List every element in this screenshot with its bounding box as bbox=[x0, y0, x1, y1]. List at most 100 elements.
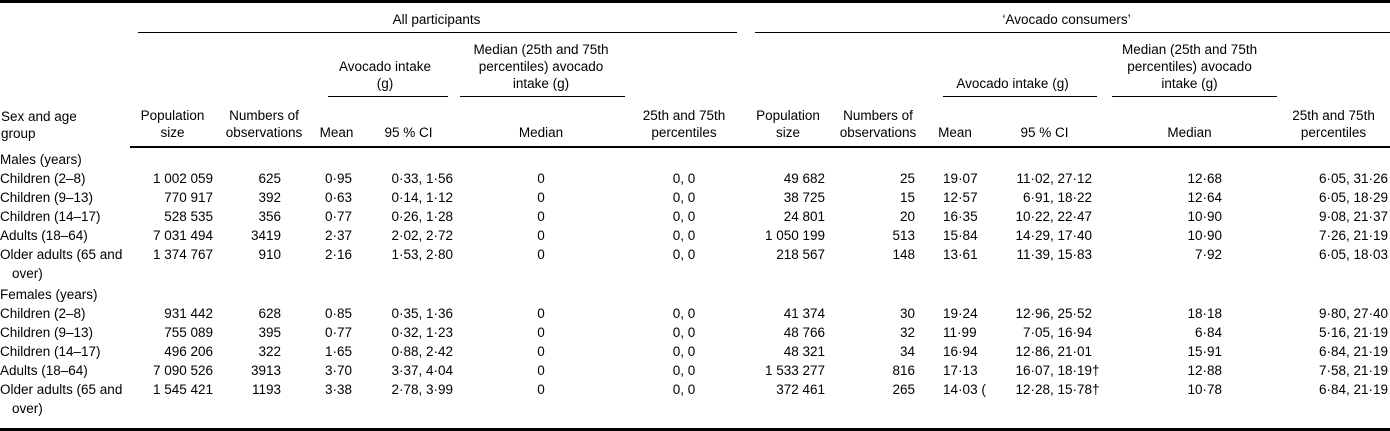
col-header-mean-consumers: Mean bbox=[923, 97, 988, 148]
cell-observations-consumers: 32 bbox=[900, 325, 916, 340]
row-label: Children (2–8) bbox=[0, 171, 86, 186]
cell-ci-consumers: 14·29, 17·40 bbox=[1015, 228, 1093, 243]
cell-population-size-consumers: 372 461 bbox=[776, 382, 826, 397]
cell-observations-consumers: 816 bbox=[892, 363, 916, 378]
cell-observations-consumers: 265 bbox=[892, 382, 916, 397]
cell-median-consumers: 12·64 bbox=[1187, 190, 1223, 205]
row-label: Older adults (65 and over) bbox=[0, 382, 123, 416]
cell-population-size-consumers: 1 533 277 bbox=[764, 363, 826, 378]
col-header-label: Numbers of observations bbox=[839, 108, 917, 140]
cell-observations-all: 392 bbox=[258, 190, 281, 205]
sub-header-avocado-intake-consumers: Avocado intake (g) bbox=[923, 33, 1102, 97]
cell-population-size-all: 7 031 494 bbox=[152, 228, 213, 243]
col-header-ci-consumers: 95 % CI bbox=[987, 97, 1103, 148]
col-header-label: Numbers of observations bbox=[225, 108, 303, 140]
cell-ci-all: 2·02, 2·72 bbox=[391, 228, 453, 243]
section-row: Males (years) bbox=[0, 147, 1390, 169]
cell-population-size-all: 931 442 bbox=[164, 306, 213, 321]
table-row: Adults (18–64) 7 090 526 3913 3·70 3·37, 4·0… bbox=[0, 361, 1390, 380]
col-header-observations-all: Numbers of observations bbox=[215, 97, 313, 148]
row-label: Older adults (65 and over) bbox=[0, 247, 123, 281]
cell-population-size-consumers: 218 567 bbox=[776, 247, 826, 262]
cell-mean-all: 3·38 bbox=[325, 382, 353, 397]
cell-median-all: 0 bbox=[537, 382, 545, 397]
cell-median-all: 0 bbox=[537, 363, 545, 378]
cell-median-all: 0 bbox=[537, 190, 545, 205]
cell-population-size-consumers: 41 374 bbox=[783, 306, 826, 321]
col-header-label: Population size bbox=[756, 108, 820, 140]
rule-under-avocado-consumers bbox=[755, 32, 1390, 33]
cell-mean-consumers: 16·94 bbox=[943, 344, 978, 359]
col-header-ci-all: 95 % CI bbox=[360, 97, 457, 148]
cell-observations-all: 3419 bbox=[250, 228, 281, 243]
cell-population-size-consumers: 48 766 bbox=[783, 325, 826, 340]
col-header-label: 25th and 75th percentiles bbox=[642, 108, 726, 140]
col-header-label: 95 % CI bbox=[384, 125, 433, 140]
cell-ci-all: 0·33, 1·56 bbox=[391, 171, 453, 186]
row-label: Children (9–13) bbox=[0, 325, 94, 340]
cell-median-consumers: 7·92 bbox=[1195, 247, 1223, 262]
cell-median-all: 0 bbox=[537, 306, 545, 321]
cell-ci-consumers: 7·05, 16·94 bbox=[1022, 325, 1093, 340]
cell-observations-all: 3913 bbox=[250, 363, 281, 378]
cell-percentiles-consumers: 9·08, 21·37 bbox=[1319, 209, 1389, 224]
cell-mean-consumers: 19·24 bbox=[943, 306, 978, 321]
table-row: Children (2–8) 1 002 059 625 0·95 0·33, 1·56… bbox=[0, 169, 1390, 188]
cell-percentiles-all: 0, 0 bbox=[672, 209, 696, 224]
cell-percentiles-all: 0, 0 bbox=[672, 363, 696, 378]
cell-mean-consumers: 16·35 bbox=[943, 209, 978, 224]
row-label: Adults (18–64) bbox=[0, 228, 88, 243]
cell-observations-consumers: 30 bbox=[900, 306, 916, 321]
cell-mean-consumers: 13·61 bbox=[943, 247, 978, 262]
cell-observations-consumers: 20 bbox=[900, 209, 916, 224]
cell-population-size-consumers: 1 050 199 bbox=[764, 228, 826, 243]
cell-population-size-consumers: 38 725 bbox=[783, 190, 826, 205]
cell-ci-consumers: 10·22, 22·47 bbox=[1015, 209, 1093, 224]
cell-percentiles-consumers: 6·05, 31·26 bbox=[1319, 171, 1389, 186]
cell-population-size-consumers: 48 321 bbox=[783, 344, 826, 359]
table-row: Older adults (65 and over) 1 545 421 1193 3… bbox=[0, 380, 1390, 418]
sub-header-median-intake-consumers-label: Median (25th and 75th percentiles) avoca… bbox=[1121, 42, 1258, 91]
cell-mean-all: 0·95 bbox=[325, 171, 353, 186]
cell-median-consumers: 15·91 bbox=[1187, 344, 1223, 359]
group-header-all-participants-label: All participants bbox=[392, 12, 481, 27]
table-row: Children (9–13) 755 089 395 0·77 0·32, 1·23 0… bbox=[0, 323, 1390, 342]
cell-median-all: 0 bbox=[537, 247, 545, 262]
sub-header-spacer bbox=[1277, 33, 1390, 97]
group-header-avocado-consumers: ‘Avocado consumers’ bbox=[743, 3, 1390, 33]
cell-median-all: 0 bbox=[537, 209, 545, 224]
group-header-all-participants: All participants bbox=[130, 3, 743, 33]
row-label: Children (2–8) bbox=[0, 306, 86, 321]
col-header-label: Mean bbox=[319, 125, 354, 140]
table-row: Children (14–17) 496 206 322 1·65 0·88, 2·42… bbox=[0, 342, 1390, 361]
cell-observations-consumers: 15 bbox=[900, 190, 916, 205]
table-header: Sex and age group All participants ‘Avoc… bbox=[0, 3, 1390, 148]
cell-observations-all: 395 bbox=[258, 325, 281, 340]
cell-ci-all: 0·88, 2·42 bbox=[391, 344, 453, 359]
group-header-avocado-consumers-label: ‘Avocado consumers’ bbox=[1002, 12, 1131, 27]
cell-population-size-all: 496 206 bbox=[164, 344, 213, 359]
cell-population-size-all: 1 545 421 bbox=[152, 382, 213, 397]
cell-percentiles-all: 0, 0 bbox=[672, 171, 696, 186]
cell-ci-consumers: 12·86, 21·01 bbox=[1015, 344, 1093, 359]
rule-under-median-intake-all bbox=[460, 96, 625, 97]
cell-median-consumers: 10·90 bbox=[1187, 209, 1223, 224]
cell-population-size-consumers: 49 682 bbox=[783, 171, 826, 186]
cell-percentiles-consumers: 6·84, 21·19 bbox=[1319, 344, 1389, 359]
col-header-label: Mean bbox=[938, 125, 972, 140]
row-label: Children (9–13) bbox=[0, 190, 94, 205]
cell-observations-consumers: 25 bbox=[900, 171, 916, 186]
cell-ci-all: 1·53, 2·80 bbox=[391, 247, 453, 262]
rule-under-all-participants bbox=[138, 32, 738, 33]
cell-median-consumers: 10·90 bbox=[1187, 228, 1223, 243]
sub-header-median-intake-consumers: Median (25th and 75th percentiles) avoca… bbox=[1102, 33, 1278, 97]
sub-header-avocado-intake-consumers-label: Avocado intake (g) bbox=[956, 76, 1069, 91]
cell-observations-all: 625 bbox=[258, 171, 281, 186]
cell-mean-consumers: 14·03 ( bbox=[943, 382, 986, 397]
cell-population-size-all: 7 090 526 bbox=[152, 363, 213, 378]
col-header-label: Population size bbox=[140, 108, 205, 140]
col-header-label: 95 % CI bbox=[1020, 125, 1069, 140]
cell-observations-consumers: 513 bbox=[892, 228, 916, 243]
row-label: Children (14–17) bbox=[0, 344, 101, 359]
sub-header-spacer bbox=[743, 33, 923, 97]
